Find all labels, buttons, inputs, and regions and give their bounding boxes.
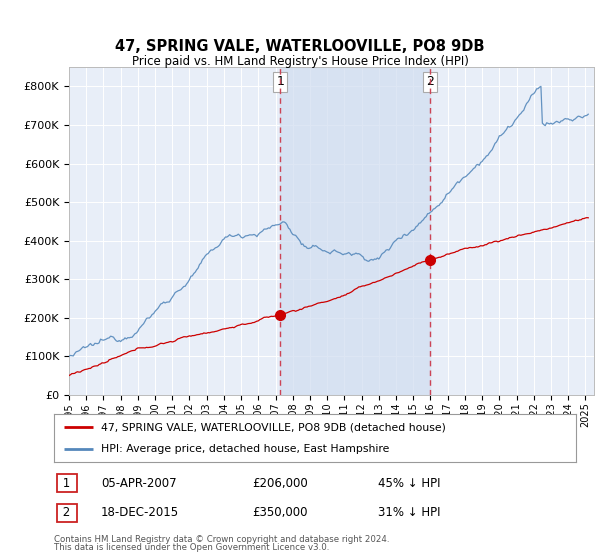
- Text: 18-DEC-2015: 18-DEC-2015: [101, 506, 179, 519]
- Text: 31% ↓ HPI: 31% ↓ HPI: [377, 506, 440, 519]
- Text: 1: 1: [276, 76, 284, 88]
- Text: 47, SPRING VALE, WATERLOOVILLE, PO8 9DB (detached house): 47, SPRING VALE, WATERLOOVILLE, PO8 9DB …: [101, 422, 446, 432]
- Text: 2: 2: [426, 76, 434, 88]
- Text: This data is licensed under the Open Government Licence v3.0.: This data is licensed under the Open Gov…: [54, 543, 329, 552]
- Text: 05-APR-2007: 05-APR-2007: [101, 477, 176, 489]
- Text: 1: 1: [59, 477, 74, 489]
- Text: 45% ↓ HPI: 45% ↓ HPI: [377, 477, 440, 489]
- Text: 2: 2: [59, 506, 74, 519]
- Text: 47, SPRING VALE, WATERLOOVILLE, PO8 9DB: 47, SPRING VALE, WATERLOOVILLE, PO8 9DB: [115, 39, 485, 54]
- Text: £350,000: £350,000: [253, 506, 308, 519]
- Text: £206,000: £206,000: [253, 477, 308, 489]
- Text: Price paid vs. HM Land Registry's House Price Index (HPI): Price paid vs. HM Land Registry's House …: [131, 55, 469, 68]
- Text: Contains HM Land Registry data © Crown copyright and database right 2024.: Contains HM Land Registry data © Crown c…: [54, 534, 389, 544]
- Bar: [280, 67, 430, 395]
- Text: HPI: Average price, detached house, East Hampshire: HPI: Average price, detached house, East…: [101, 444, 389, 454]
